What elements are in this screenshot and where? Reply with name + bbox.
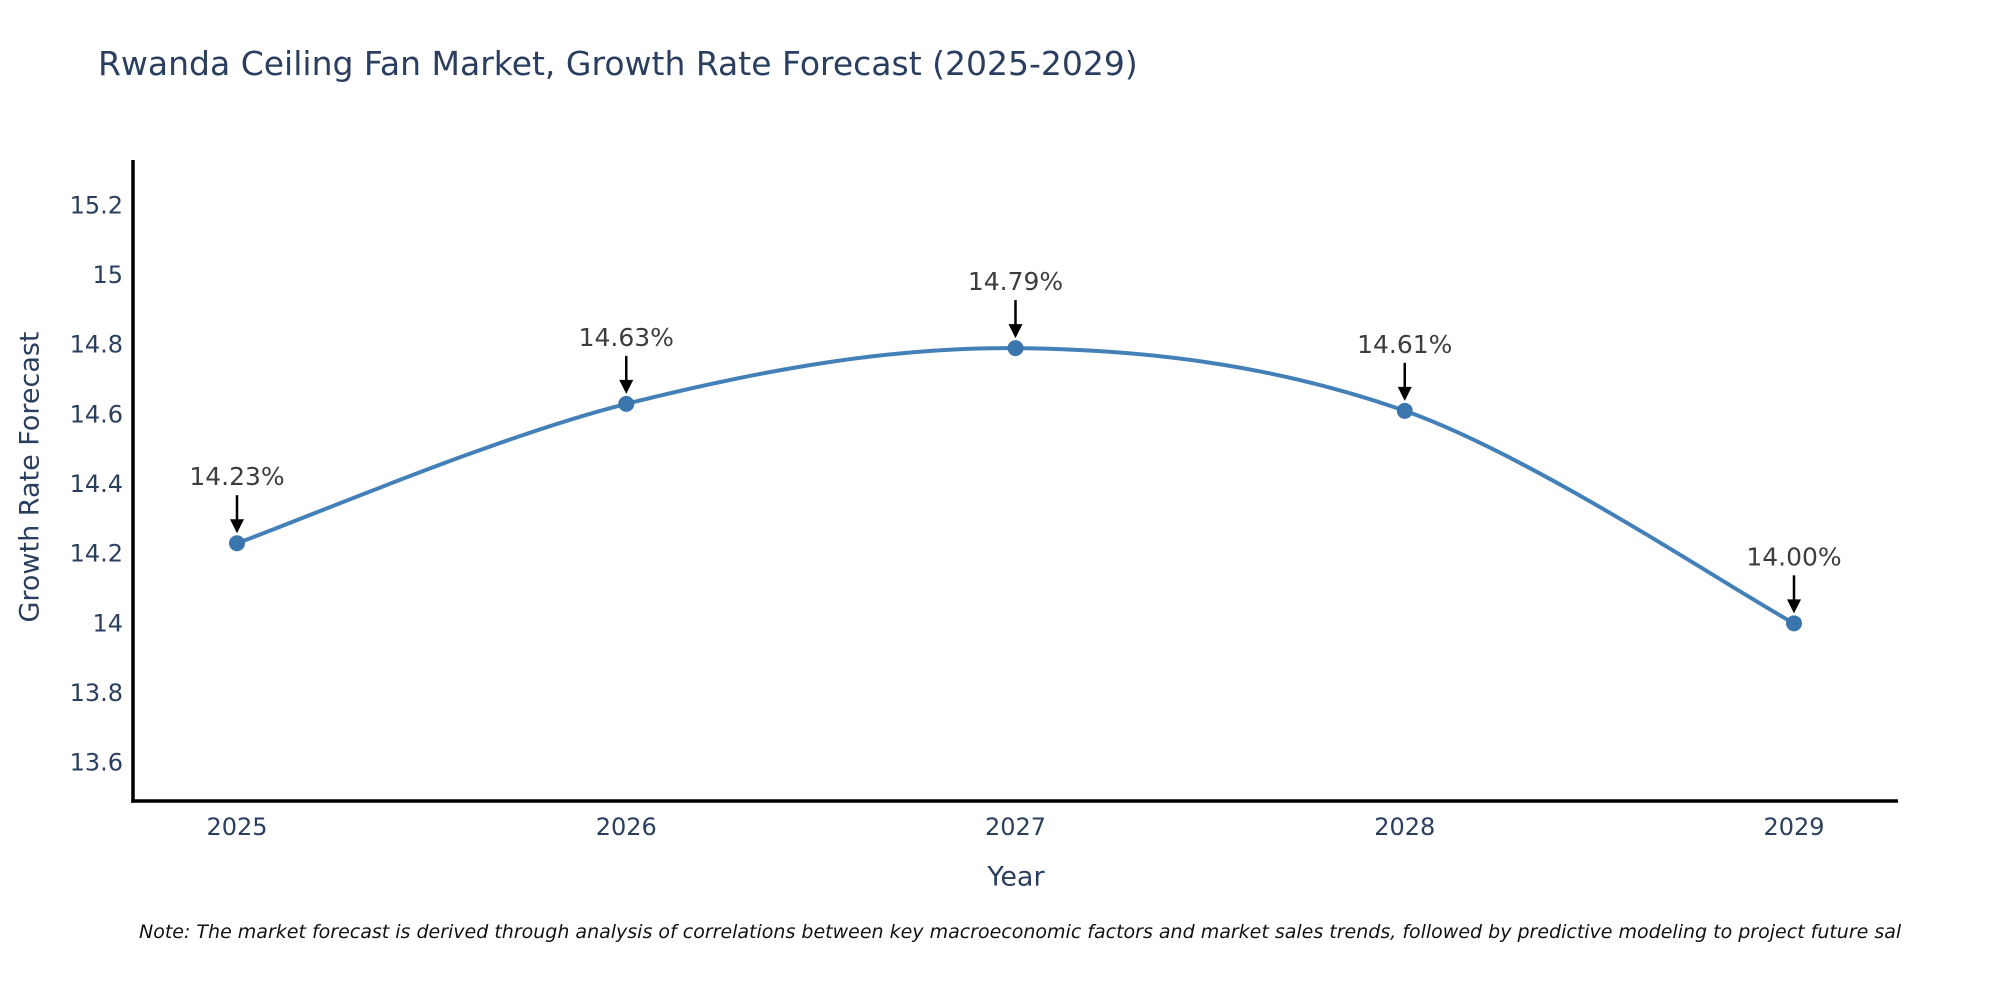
x-tick-label: 2027 <box>985 813 1046 841</box>
y-tick-label: 13.8 <box>70 679 123 707</box>
data-point-2025 <box>229 535 245 552</box>
annotation-label: 14.63% <box>579 323 674 352</box>
chart-title: Rwanda Ceiling Fan Market, Growth Rate F… <box>98 44 1138 83</box>
y-tick-label: 14.2 <box>70 540 123 568</box>
annotation-arrowhead-icon <box>230 519 244 534</box>
x-tick-label: 2025 <box>206 813 267 841</box>
data-point-2026 <box>618 395 635 412</box>
x-axis-title: Year <box>987 861 1045 893</box>
annotation-label: 14.23% <box>189 462 284 491</box>
y-tick-label: 14.8 <box>70 331 123 359</box>
y-tick-label: 14.4 <box>70 470 123 498</box>
annotation-arrowhead-icon <box>619 379 634 394</box>
footnote: Note: The market forecast is derived thr… <box>139 921 1902 943</box>
y-tick-label: 15.2 <box>70 191 123 219</box>
x-tick-label: 2028 <box>1374 813 1435 841</box>
y-tick-label: 14 <box>92 609 123 637</box>
y-tick-label: 14.6 <box>70 400 123 428</box>
annotation-arrowhead-icon <box>1008 324 1023 339</box>
annotation-label: 14.79% <box>968 267 1063 296</box>
y-tick-label: 15 <box>92 261 123 289</box>
plot-area: 13.6 13.8 14 14.2 14.4 14.6 14.8 15 15.2 2025 2026… <box>70 160 1898 841</box>
x-tick-label: 2029 <box>1763 813 1824 841</box>
annotation-label: 14.61% <box>1357 330 1452 359</box>
annotation-label: 14.00% <box>1746 542 1841 571</box>
data-point-2029 <box>1786 615 1802 632</box>
data-point-2028 <box>1396 402 1413 419</box>
x-tick-label: 2026 <box>596 813 657 841</box>
data-point-2027 <box>1007 340 1024 357</box>
forecast-line <box>235 346 1796 626</box>
y-tick-label: 13.6 <box>70 749 123 777</box>
annotation-arrowhead-icon <box>1787 599 1801 614</box>
annotation-arrowhead-icon <box>1397 386 1412 401</box>
